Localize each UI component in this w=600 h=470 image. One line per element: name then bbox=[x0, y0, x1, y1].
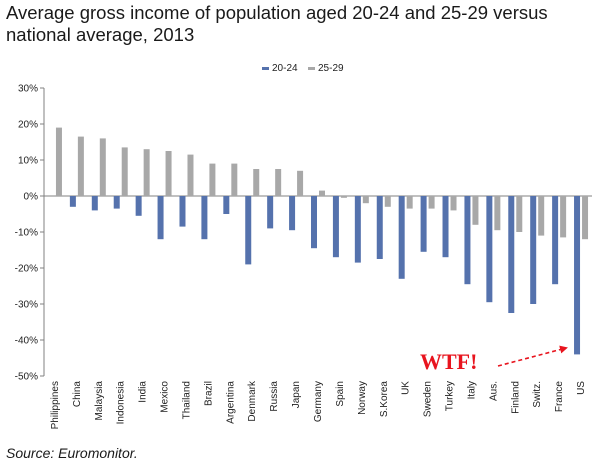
y-tick-label: 10% bbox=[18, 156, 38, 167]
x-category-label: Denmark bbox=[247, 380, 258, 422]
bar-25-29 bbox=[472, 196, 479, 225]
bar-25-29 bbox=[362, 196, 369, 204]
y-tick-label: -20% bbox=[15, 264, 38, 275]
bar-20-24 bbox=[179, 196, 186, 227]
legend-label-20-24: 20-24 bbox=[272, 63, 298, 74]
bar-25-29 bbox=[450, 196, 457, 211]
bar-20-24 bbox=[332, 196, 339, 258]
x-category-label: Italy bbox=[466, 381, 477, 399]
bar-25-29 bbox=[165, 151, 172, 196]
bar-20-24 bbox=[420, 196, 427, 252]
x-category-label: Philippines bbox=[50, 381, 61, 429]
bar-20-24 bbox=[201, 196, 208, 240]
annotation-wtf: WTF! bbox=[420, 349, 477, 374]
y-tick-label: 30% bbox=[18, 84, 38, 95]
legend-label-25-29: 25-29 bbox=[318, 63, 344, 74]
bar-20-24 bbox=[135, 196, 142, 216]
x-category-label: Germany bbox=[313, 381, 324, 422]
legend-swatch-20-24 bbox=[262, 67, 269, 70]
bar-25-29 bbox=[121, 147, 128, 196]
bar-25-29 bbox=[253, 169, 260, 196]
bar-25-29 bbox=[275, 169, 282, 196]
annotation-arrow bbox=[497, 345, 568, 367]
y-tick-label: -50% bbox=[15, 372, 38, 383]
chart-title: Average gross income of population aged … bbox=[6, 2, 548, 45]
x-category-label: S.Korea bbox=[379, 381, 390, 418]
x-category-label: Thailand bbox=[181, 381, 192, 419]
source-note: Source: Euromonitor. bbox=[6, 445, 138, 461]
x-category-label: China bbox=[72, 381, 83, 408]
x-category-label: Spain bbox=[335, 381, 346, 407]
x-category-label: Indonesia bbox=[116, 381, 127, 425]
bar-25-29 bbox=[538, 196, 545, 236]
category-labels: Philippines China Malaysia Indonesia India Me… bbox=[50, 380, 587, 429]
x-category-label: Norway bbox=[357, 381, 368, 415]
x-category-label: Russia bbox=[269, 381, 280, 412]
x-category-label: India bbox=[138, 381, 149, 403]
bar-20-24 bbox=[552, 196, 559, 285]
bar-20-24 bbox=[245, 196, 252, 265]
bar-25-29 bbox=[319, 190, 325, 196]
x-category-label: Sweden bbox=[423, 381, 434, 417]
bar-20-24 bbox=[486, 196, 493, 303]
bar-25-29 bbox=[340, 196, 347, 198]
bar-20-24 bbox=[530, 196, 537, 304]
bar-20-24 bbox=[464, 196, 471, 285]
axes: 30% 20% 10% 0% -10% -20% -30% -40% -50% bbox=[15, 84, 592, 383]
bar-25-29 bbox=[209, 163, 216, 196]
x-category-label: Turkey bbox=[445, 381, 456, 411]
bar-20-24 bbox=[91, 196, 98, 211]
x-category-label: UK bbox=[401, 381, 412, 395]
x-category-label: Japan bbox=[291, 381, 302, 408]
bar-20-24 bbox=[69, 196, 76, 207]
x-category-label: Switz. bbox=[532, 381, 543, 408]
x-category-label: Brazil bbox=[203, 381, 214, 406]
legend-swatch-25-29 bbox=[308, 67, 315, 70]
legend: 20-24 25-29 bbox=[262, 63, 344, 74]
y-tick-label: -30% bbox=[15, 300, 38, 311]
bar-25-29 bbox=[143, 149, 150, 196]
bar-20-24 bbox=[442, 196, 449, 258]
bar-20-24 bbox=[289, 196, 296, 231]
bar-25-29 bbox=[297, 170, 304, 196]
bar-20-24 bbox=[376, 196, 383, 259]
y-tick-label: 20% bbox=[18, 120, 38, 131]
x-category-label: Finland bbox=[510, 381, 521, 414]
x-category-label: Malaysia bbox=[94, 381, 105, 421]
bar-25-29 bbox=[384, 196, 391, 207]
y-tick-label: -40% bbox=[15, 336, 38, 347]
x-category-label: US bbox=[576, 381, 587, 395]
bar-20-24 bbox=[574, 196, 581, 355]
x-category-label: Mexico bbox=[160, 381, 171, 413]
y-tick-label: 0% bbox=[24, 192, 39, 203]
bar-25-29 bbox=[77, 136, 84, 196]
bar-20-24 bbox=[398, 196, 405, 279]
bar-25-29 bbox=[55, 127, 62, 196]
y-tick-label: -10% bbox=[15, 228, 38, 239]
bar-25-29 bbox=[494, 196, 501, 231]
x-category-label: France bbox=[554, 381, 565, 413]
bar-25-29 bbox=[187, 154, 194, 196]
bar-25-29 bbox=[231, 163, 238, 196]
bars bbox=[55, 127, 589, 355]
x-category-label: Aus. bbox=[488, 381, 499, 401]
bar-20-24 bbox=[113, 196, 120, 209]
bar-25-29 bbox=[99, 138, 106, 196]
bar-20-24 bbox=[223, 196, 230, 214]
bar-25-29 bbox=[582, 196, 589, 240]
bar-25-29 bbox=[406, 196, 413, 209]
bar-20-24 bbox=[267, 196, 274, 229]
bar-25-29 bbox=[516, 196, 523, 232]
bar-20-24 bbox=[508, 196, 515, 313]
bar-25-29 bbox=[428, 196, 435, 209]
bar-20-24 bbox=[354, 196, 361, 263]
x-category-label: Argentina bbox=[225, 381, 236, 424]
bar-20-24 bbox=[311, 196, 317, 249]
bar-20-24 bbox=[157, 196, 164, 240]
bar-25-29 bbox=[560, 196, 567, 238]
